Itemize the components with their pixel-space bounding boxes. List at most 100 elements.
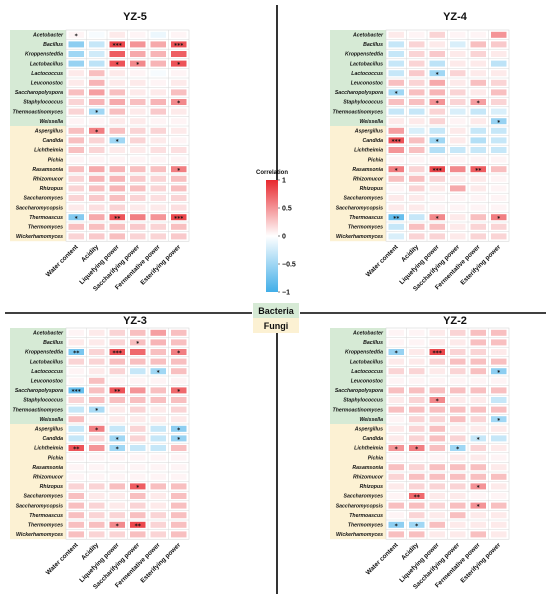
heatmap-cell <box>409 79 425 86</box>
row-label: Staphylococcus <box>343 100 383 106</box>
heatmap-cell <box>470 70 486 77</box>
heatmap-cell <box>450 445 466 451</box>
heatmap-cell <box>450 531 466 538</box>
significance-mark: *** <box>72 388 82 395</box>
heatmap-cell <box>68 108 84 115</box>
panel-yz-3: YZ-3 Acetobacter Bacillus Kroppenstedtia Lac… <box>10 315 190 591</box>
heatmap-cell <box>470 368 486 375</box>
heatmap-cell <box>150 214 166 221</box>
heatmap-cell <box>388 329 404 336</box>
heatmap-cell <box>450 425 466 432</box>
heatmap-cell <box>68 127 84 134</box>
heatmap-cell <box>89 41 105 48</box>
significance-mark: ** <box>114 388 121 395</box>
panel-yz-4: YZ-4 Acetobacter Bacillus Kroppenstedtia Lac… <box>330 11 510 293</box>
heatmap-cell <box>409 512 425 519</box>
heatmap-cell <box>68 195 84 201</box>
row-label: Candida <box>43 138 64 144</box>
heatmap-cell <box>171 329 187 336</box>
row-label: Rasamsonia <box>352 167 383 173</box>
heatmap-cell <box>130 60 146 67</box>
heatmap-cell <box>491 137 507 144</box>
heatmap-cell <box>68 175 84 182</box>
heatmap-cell <box>68 435 84 442</box>
significance-mark: * <box>497 369 501 376</box>
heatmap-cell <box>388 118 404 125</box>
heatmap-cell <box>409 175 425 182</box>
heatmap-cell <box>150 339 166 346</box>
row-label: Thermoactinomyces <box>13 407 64 413</box>
heatmap-cell <box>109 127 125 134</box>
heatmap-cell <box>450 223 466 230</box>
heatmap-cell <box>450 89 466 96</box>
heatmap-cell <box>68 79 84 86</box>
row-label: Staphylococcus <box>23 100 63 106</box>
heatmap-cell <box>429 349 445 355</box>
heatmap-cell <box>409 483 425 490</box>
heatmap-cell <box>109 368 125 375</box>
heatmap-cell <box>409 166 425 173</box>
heatmap-cell <box>429 521 445 528</box>
heatmap-cell <box>409 70 425 77</box>
significance-mark: * <box>177 436 181 443</box>
heatmap-cell <box>470 175 486 182</box>
significance-mark: * <box>95 408 99 415</box>
heatmap-cell <box>109 118 125 125</box>
heatmap-cell <box>150 531 166 538</box>
heatmap-cell <box>130 137 146 144</box>
heatmap-cell <box>388 387 404 394</box>
significance-mark: * <box>395 350 399 357</box>
heatmap-cell <box>89 127 105 134</box>
heatmap-cell <box>388 358 404 365</box>
heatmap-cell <box>68 233 84 240</box>
heatmap-cell <box>450 406 466 413</box>
heatmap-cell <box>89 175 105 182</box>
significance-mark: *** <box>174 42 184 49</box>
row-label: Rhizopus <box>360 484 383 490</box>
row-label: Bacillus <box>43 42 63 48</box>
heatmap-cell <box>89 483 105 490</box>
heatmap-cell <box>150 70 166 77</box>
heatmap-cell <box>89 147 105 153</box>
heatmap-cell <box>409 223 425 230</box>
heatmap-cell <box>409 108 425 115</box>
heatmap-cell <box>130 502 146 509</box>
heatmap-cell <box>450 358 466 365</box>
heatmap-cell <box>388 493 404 499</box>
heatmap-cell <box>89 358 105 365</box>
heatmap-cell <box>450 464 466 471</box>
heatmap-cell <box>388 147 404 153</box>
heatmap-cell <box>130 416 146 423</box>
column-label: Esterifying power <box>139 243 182 286</box>
fungi-band <box>330 126 386 242</box>
heatmap-cell <box>429 512 445 519</box>
heatmap-cell <box>450 435 466 442</box>
heatmap-cell <box>68 521 84 528</box>
row-label: Staphylococcus <box>23 398 63 404</box>
heatmap-cell <box>491 387 507 394</box>
row-label: Kroppenstedtia <box>345 52 383 58</box>
heatmap-cell <box>491 51 507 57</box>
row-label: Wickerhamomyces <box>336 532 383 538</box>
heatmap-cell <box>388 473 404 480</box>
row-label: Thermoascus <box>29 215 63 221</box>
row-label: Thermoactinomyces <box>13 109 64 115</box>
heatmap-cell <box>429 425 445 432</box>
heatmap-cell <box>109 493 125 499</box>
heatmap-cell <box>171 223 187 230</box>
heatmap-cell <box>130 175 146 182</box>
heatmap-cell <box>470 502 486 509</box>
heatmap-cell <box>429 70 445 77</box>
row-label: Lactobacillus <box>350 359 383 365</box>
heatmap-cell <box>409 387 425 394</box>
heatmap-cell <box>130 195 146 201</box>
heatmap-cell <box>109 416 125 423</box>
heatmap-cell <box>171 416 187 423</box>
heatmap-cell <box>450 483 466 490</box>
heatmap-cell <box>470 483 486 490</box>
significance-mark: ** <box>393 215 400 222</box>
heatmap-cell <box>109 329 125 336</box>
heatmap-cell <box>470 127 486 134</box>
heatmap-cell <box>109 473 125 480</box>
significance-mark: * <box>436 138 440 145</box>
